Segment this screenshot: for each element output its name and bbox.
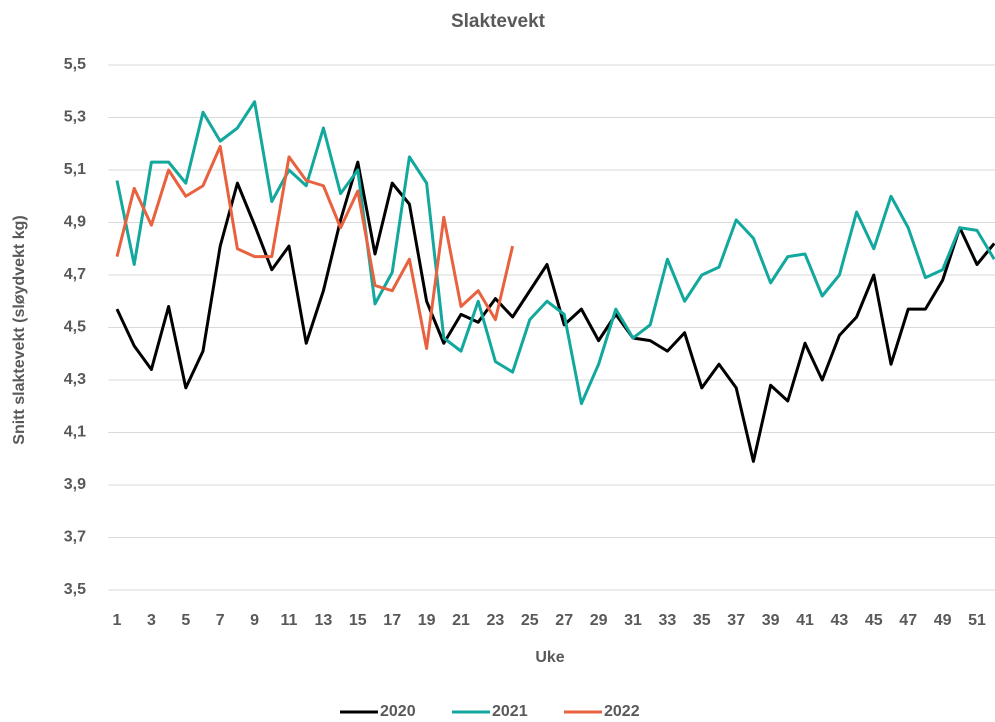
x-tick-label: 23 xyxy=(487,612,505,629)
x-tick-label: 25 xyxy=(521,612,539,629)
y-tick-label: 3,7 xyxy=(64,529,86,546)
y-tick-label: 4,7 xyxy=(64,266,86,283)
y-tick-label: 5,5 xyxy=(64,56,86,73)
series-line xyxy=(115,160,995,463)
x-tick-label: 51 xyxy=(968,612,986,629)
y-tick-label: 4,9 xyxy=(64,214,86,231)
x-tick-label: 1 xyxy=(113,612,122,629)
x-tick-label: 21 xyxy=(452,612,470,629)
x-tick-label: 17 xyxy=(383,612,401,629)
x-tick-label: 15 xyxy=(349,612,367,629)
chart-title: Slaktevekt xyxy=(451,11,546,32)
y-tick-label: 4,1 xyxy=(64,424,86,441)
series-line xyxy=(115,144,515,350)
x-tick-label: 7 xyxy=(216,612,225,629)
x-tick-label: 37 xyxy=(727,612,745,629)
x-tick-label: 49 xyxy=(934,612,952,629)
legend-label: 2022 xyxy=(604,703,640,720)
legend-label: 2020 xyxy=(380,703,416,720)
y-tick-label: 4,5 xyxy=(64,319,86,336)
x-tick-label: 27 xyxy=(555,612,573,629)
x-tick-label: 11 xyxy=(281,612,298,629)
x-tick-label: 45 xyxy=(865,612,883,629)
legend-label: 2021 xyxy=(492,703,528,720)
x-tick-label: 13 xyxy=(315,612,333,629)
x-tick-label: 35 xyxy=(693,612,711,629)
y-tick-label: 5,3 xyxy=(64,109,86,126)
x-tick-label: 41 xyxy=(796,612,814,629)
x-tick-label: 29 xyxy=(590,612,608,629)
x-tick-label: 5 xyxy=(181,612,190,629)
x-tick-label: 39 xyxy=(762,612,780,629)
y-tick-label: 3,9 xyxy=(64,476,86,493)
x-tick-label: 31 xyxy=(624,612,642,629)
x-tick-label: 33 xyxy=(659,612,677,629)
y-tick-label: 5,1 xyxy=(64,161,86,178)
x-tick-label: 43 xyxy=(831,612,849,629)
series-line xyxy=(115,100,995,406)
x-tick-label: 47 xyxy=(899,612,917,629)
y-tick-label: 3,5 xyxy=(64,581,86,598)
x-tick-label: 19 xyxy=(418,612,436,629)
x-tick-label: 3 xyxy=(147,612,156,629)
y-axis-label: Snitt slaktevekt (sløydvekt kg) xyxy=(11,215,28,444)
y-tick-label: 4,3 xyxy=(64,371,86,388)
x-axis-label: Uke xyxy=(535,649,564,666)
x-tick-label: 9 xyxy=(250,612,259,629)
